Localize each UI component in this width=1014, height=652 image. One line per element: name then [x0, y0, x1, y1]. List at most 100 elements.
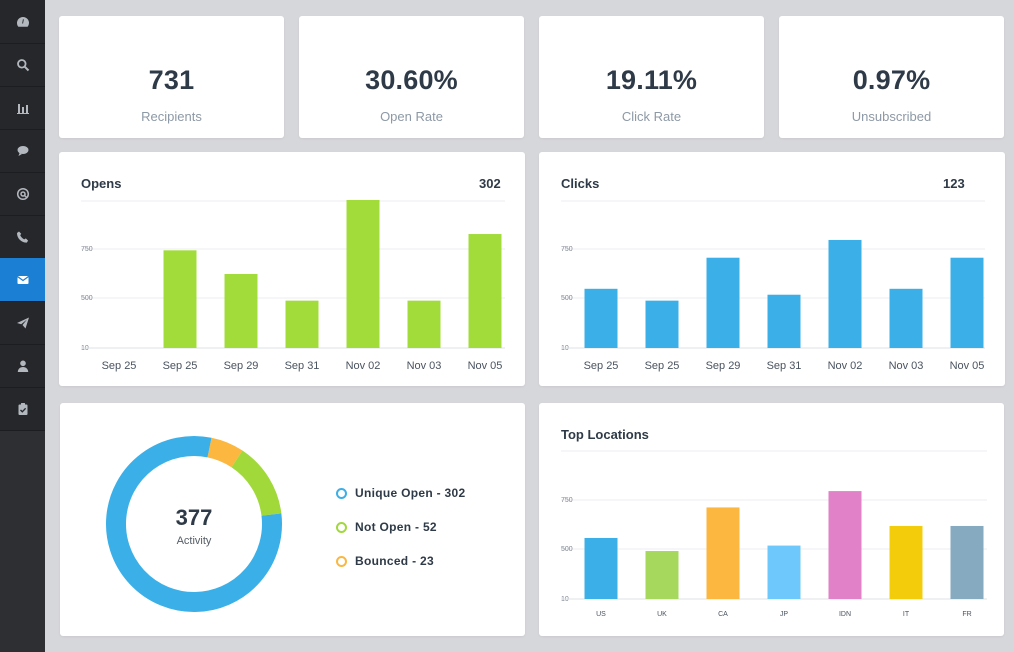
chart-title: Top Locations	[561, 427, 649, 442]
y-tick-label: 750	[561, 246, 573, 253]
bar	[828, 239, 862, 348]
x-tick-label: Sep 25	[584, 360, 619, 372]
user-icon	[17, 360, 28, 372]
x-tick-label: Sep 25	[102, 360, 137, 372]
chart-total: 302	[479, 176, 501, 191]
nav-email[interactable]	[0, 258, 45, 302]
bar	[706, 507, 740, 599]
legend-not-open: Not Open - 52	[336, 520, 437, 534]
y-tick-label: 500	[81, 295, 93, 302]
stat-value: 30.60%	[365, 65, 458, 95]
x-tick-label: Sep 29	[224, 360, 259, 372]
stat-card-open-rate: 30.60% Open Rate	[299, 16, 524, 138]
bar	[468, 234, 502, 348]
sidebar	[0, 0, 45, 652]
nav-reports[interactable]	[0, 86, 45, 130]
x-tick-label: Sep 25	[163, 360, 198, 372]
nav-search[interactable]	[0, 43, 45, 87]
stat-label: Recipients	[141, 109, 202, 124]
x-tick-label: UK	[657, 611, 667, 618]
legend-text: Not Open - 52	[355, 520, 437, 534]
nav-tasks[interactable]	[0, 387, 45, 431]
clipboard-check-icon	[18, 402, 27, 415]
nav-campaigns[interactable]	[0, 301, 45, 345]
x-tick-label: Nov 05	[950, 360, 985, 372]
bar	[706, 257, 740, 348]
bar	[224, 274, 258, 348]
x-tick-label: IT	[903, 611, 910, 618]
x-tick-label: Nov 02	[346, 360, 381, 372]
legend-dot-icon	[336, 555, 347, 567]
chart-title: Clicks	[561, 176, 600, 191]
top-locations-card: Top Locations 75050010USUKCAJPIDNITFR	[539, 403, 1004, 636]
y-tick-label: 750	[561, 497, 573, 504]
chart-total: 123	[943, 176, 965, 191]
bar-chart-icon	[16, 103, 29, 114]
bar	[584, 537, 618, 599]
bar	[285, 300, 319, 348]
activity-donut-chart	[106, 436, 282, 612]
bar	[950, 525, 984, 599]
x-tick-label: Sep 31	[767, 360, 802, 372]
bar	[767, 545, 801, 599]
bar	[645, 551, 679, 599]
dashboard-icon	[16, 16, 29, 27]
stat-label: Click Rate	[621, 109, 682, 124]
nav-contacts[interactable]	[0, 344, 45, 388]
stat-value: 0.97%	[852, 65, 931, 95]
at-sign-icon	[16, 187, 29, 200]
stat-value: 731	[148, 65, 195, 95]
paper-plane-icon	[16, 317, 29, 328]
legend-text: Bounced - 23	[355, 554, 434, 568]
x-tick-label: Sep 25	[645, 360, 680, 372]
nav-messages[interactable]	[0, 129, 45, 173]
activity-total: 377	[175, 505, 213, 530]
nav-calls[interactable]	[0, 215, 45, 259]
donut-slice	[231, 450, 282, 517]
x-tick-label: CA	[718, 611, 728, 618]
x-tick-label: FR	[962, 611, 971, 618]
stat-value: 19.11%	[605, 65, 698, 95]
bar	[407, 300, 441, 348]
legend-dot-icon	[336, 521, 347, 533]
chart-title: Opens	[81, 176, 122, 191]
nav-dashboard[interactable]	[0, 0, 45, 44]
x-tick-label: Nov 05	[468, 360, 503, 372]
phone-icon	[16, 231, 28, 243]
y-tick-label: 500	[561, 295, 573, 302]
stat-card-unsubscribed: 0.97% Unsubscribed	[779, 16, 1004, 138]
chat-bubble-icon	[17, 145, 28, 156]
nav-mentions[interactable]	[0, 172, 45, 216]
bar	[163, 250, 197, 348]
donut-slice	[106, 436, 282, 612]
legend-dot-icon	[336, 487, 347, 499]
envelope-icon	[16, 275, 29, 284]
search-icon	[16, 58, 29, 71]
x-tick-label: Nov 02	[828, 360, 863, 372]
legend-text: Unique Open - 302	[355, 486, 466, 500]
bar	[645, 300, 679, 348]
bar	[950, 257, 984, 348]
sidebar-empty-area	[0, 431, 45, 652]
legend-unique-open: Unique Open - 302	[336, 486, 465, 500]
x-tick-label: Sep 31	[285, 360, 320, 372]
stat-card-recipients: 731 Recipients	[59, 16, 284, 138]
x-tick-label: US	[596, 611, 606, 618]
x-tick-label: Nov 03	[889, 360, 924, 372]
stat-label: Open Rate	[380, 109, 443, 124]
activity-card: 377 Activity Unique Open - 302 Not Open …	[60, 403, 525, 636]
bar	[889, 288, 923, 348]
stat-card-click-rate: 19.11% Click Rate	[539, 16, 764, 138]
bar	[767, 294, 801, 348]
y-tick-label: 750	[81, 246, 93, 253]
bar	[346, 200, 380, 348]
x-tick-label: Nov 03	[407, 360, 442, 372]
activity-label: Activity	[176, 535, 212, 547]
bar	[828, 491, 862, 599]
x-tick-label: IDN	[839, 611, 851, 618]
stat-label: Unsubscribed	[851, 109, 932, 124]
